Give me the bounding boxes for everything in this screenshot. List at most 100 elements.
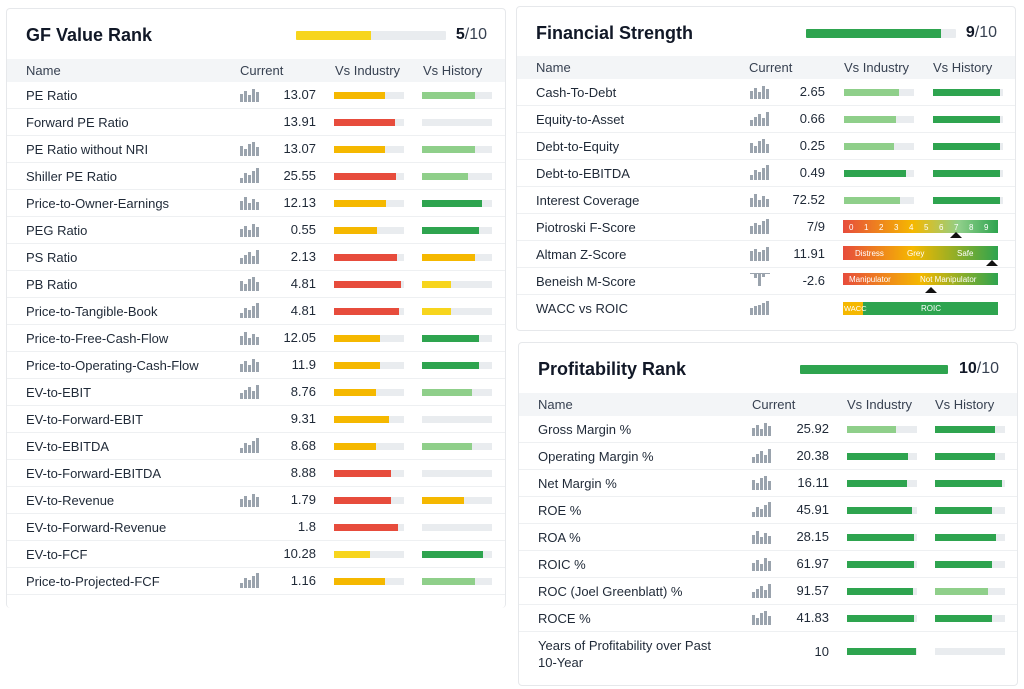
bar-chart-icon[interactable]: [752, 421, 772, 436]
table-row[interactable]: PB Ratio 4.81: [7, 271, 505, 298]
bar-chart-icon[interactable]: [752, 529, 772, 544]
table-row[interactable]: EV-to-Forward-Revenue 1.8: [7, 514, 505, 541]
card-header: Financial Strength 9/10: [517, 7, 1015, 56]
table-row[interactable]: Price-to-Owner-Earnings 12.13: [7, 190, 505, 217]
bar-chart-icon[interactable]: [240, 276, 260, 291]
bar-chart-icon[interactable]: [240, 87, 260, 102]
bar-chart-icon[interactable]: [750, 192, 770, 207]
table-row[interactable]: Price-to-Free-Cash-Flow 12.05: [7, 325, 505, 352]
table-row[interactable]: Years of Profitability over Past 10-Year …: [519, 632, 1017, 672]
row-name: ROE %: [538, 503, 582, 518]
table-row[interactable]: Debt-to-Equity 0.25: [517, 133, 1015, 160]
bar-chart-icon[interactable]: [240, 222, 260, 237]
rank-score-value: 10: [958, 360, 977, 377]
vs-industry-bar: [334, 200, 404, 207]
bar-chart-icon[interactable]: [240, 195, 260, 210]
bar-fill: [422, 281, 452, 288]
bar-fill: [334, 335, 380, 342]
table-row[interactable]: Beneish M-Score -2.6 Manipulator Not Man…: [517, 268, 1015, 295]
bar-chart-icon[interactable]: [240, 492, 260, 507]
table-row[interactable]: Price-to-Projected-FCF 1.16: [7, 568, 505, 595]
vs-history-bar: [422, 362, 492, 369]
table-row[interactable]: Forward PE Ratio 13.91: [7, 109, 505, 136]
bar-chart-icon[interactable]: [750, 219, 770, 234]
table-row[interactable]: PE Ratio 13.07: [7, 82, 505, 109]
table-row[interactable]: EV-to-FCF 10.28: [7, 541, 505, 568]
table-row[interactable]: ROIC % 61.97: [519, 551, 1017, 578]
bar-chart-icon[interactable]: [240, 330, 260, 345]
bar-chart-icon[interactable]: [240, 249, 260, 264]
bar-chart-icon[interactable]: [750, 84, 770, 99]
bar-chart-icon[interactable]: [750, 165, 770, 180]
table-row[interactable]: Price-to-Operating-Cash-Flow 11.9: [7, 352, 505, 379]
bar-chart-icon[interactable]: [240, 384, 260, 399]
bar-fill: [847, 426, 896, 433]
table-row[interactable]: EV-to-EBITDA 8.68: [7, 433, 505, 460]
bar-fill: [847, 588, 913, 595]
bar-chart-icon[interactable]: [750, 273, 770, 288]
vs-history-bar: [935, 561, 1005, 568]
bar-chart-icon[interactable]: [750, 246, 770, 261]
vs-history-bar: [422, 173, 492, 180]
row-name: ROC (Joel Greenblatt) %: [538, 584, 683, 599]
bar-chart-icon[interactable]: [240, 141, 260, 156]
bar-chart-icon[interactable]: [240, 438, 260, 453]
row-value: 0.49: [799, 165, 825, 180]
bar-chart-icon[interactable]: [240, 303, 260, 318]
bar-chart-icon[interactable]: [752, 475, 772, 490]
table-row[interactable]: ROE % 45.91: [519, 497, 1017, 524]
bar-chart-icon[interactable]: [750, 138, 770, 153]
table-row[interactable]: WACC vs ROIC WACC ROIC: [517, 295, 1015, 322]
bar-chart-icon[interactable]: [750, 300, 770, 315]
bar-fill: [933, 143, 1000, 150]
table-row[interactable]: PE Ratio without NRI 13.07: [7, 136, 505, 163]
bar-fill: [844, 89, 899, 96]
bar-chart-icon[interactable]: [752, 502, 772, 517]
table-row[interactable]: Interest Coverage 72.52: [517, 187, 1015, 214]
vs-industry-bar: [844, 89, 914, 96]
row-value: 28.15: [796, 529, 829, 544]
bar-chart-icon[interactable]: [240, 168, 260, 183]
table-row[interactable]: ROA % 28.15: [519, 524, 1017, 551]
table-row[interactable]: ROC (Joel Greenblatt) % 91.57: [519, 578, 1017, 605]
bar-fill: [422, 254, 475, 261]
table-row[interactable]: Shiller PE Ratio 25.55: [7, 163, 505, 190]
vs-industry-bar: [847, 561, 917, 568]
table-row[interactable]: EV-to-Forward-EBIT 9.31: [7, 406, 505, 433]
table-row[interactable]: Cash-To-Debt 2.65: [517, 79, 1015, 106]
table-row[interactable]: Piotroski F-Score 7/9 0 1 2 3 4 5 6 7 8 9: [517, 214, 1015, 241]
vs-history-bar: [422, 524, 492, 531]
table-row[interactable]: EV-to-EBIT 8.76: [7, 379, 505, 406]
vs-history-bar: [422, 578, 492, 585]
vs-history-bar: [422, 416, 492, 423]
score-tick: 7: [954, 223, 959, 232]
bar-chart-icon[interactable]: [752, 610, 772, 625]
table-row[interactable]: Debt-to-EBITDA 0.49: [517, 160, 1015, 187]
bar-fill: [334, 524, 399, 531]
vs-industry-bar: [844, 116, 914, 123]
table-row[interactable]: EV-to-Forward-EBITDA 8.88: [7, 460, 505, 487]
table-row[interactable]: Altman Z-Score 11.91 Distress Grey Safe: [517, 241, 1015, 268]
bar-chart-icon[interactable]: [752, 583, 772, 598]
bar-fill: [334, 146, 386, 153]
table-row[interactable]: Operating Margin % 20.38: [519, 443, 1017, 470]
table-row[interactable]: Equity-to-Asset 0.66: [517, 106, 1015, 133]
vs-industry-bar: [334, 281, 404, 288]
row-name: Altman Z-Score: [536, 247, 627, 262]
vs-history-bar: [422, 146, 492, 153]
row-value: 91.57: [796, 583, 829, 598]
bar-chart-icon[interactable]: [240, 573, 260, 588]
table-row[interactable]: Net Margin % 16.11: [519, 470, 1017, 497]
bar-chart-icon[interactable]: [752, 556, 772, 571]
bar-chart-icon[interactable]: [752, 448, 772, 463]
not-manipulator-label: Not Manipulator: [920, 275, 977, 284]
bar-chart-icon[interactable]: [750, 111, 770, 126]
table-row[interactable]: PS Ratio 2.13: [7, 244, 505, 271]
table-row[interactable]: Price-to-Tangible-Book 4.81: [7, 298, 505, 325]
table-row[interactable]: EV-to-Revenue 1.79: [7, 487, 505, 514]
table-row[interactable]: ROCE % 41.83: [519, 605, 1017, 632]
table-row[interactable]: Gross Margin % 25.92: [519, 416, 1017, 443]
bar-chart-icon[interactable]: [240, 357, 260, 372]
table-row[interactable]: PEG Ratio 0.55: [7, 217, 505, 244]
vs-history-bar: [422, 227, 492, 234]
